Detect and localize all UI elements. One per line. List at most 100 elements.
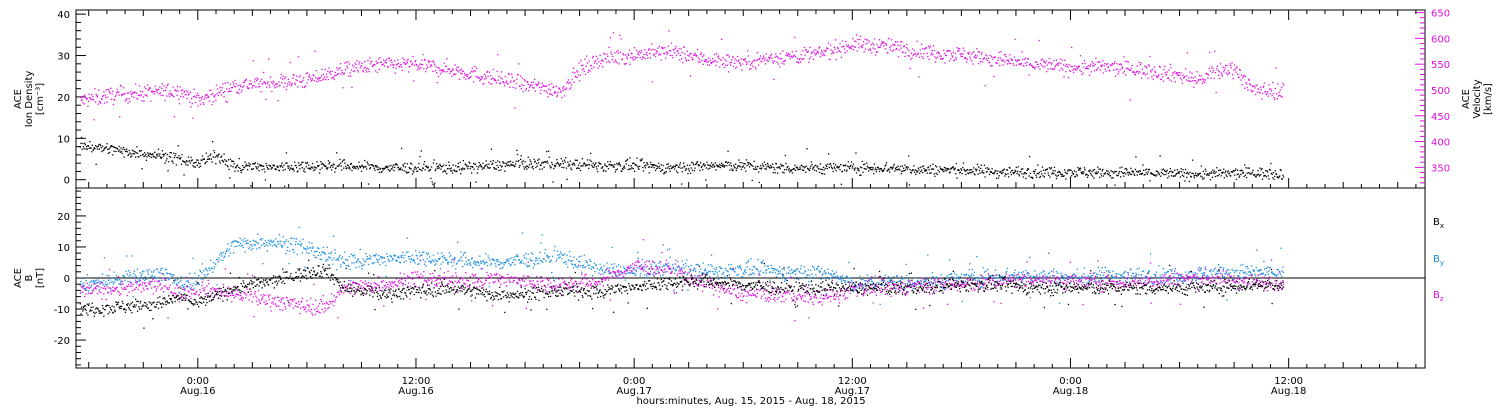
by-series-point: [601, 269, 603, 271]
by-series-point: [309, 247, 311, 249]
by-series-point: [499, 267, 501, 270]
velocity-series-point: [314, 50, 316, 52]
density-series-point: [636, 157, 638, 159]
velocity-series-point: [484, 78, 486, 80]
density-series-point: [845, 164, 847, 166]
density-series-point: [150, 156, 153, 159]
velocity-series-point: [901, 41, 903, 43]
density-series-point: [614, 171, 617, 173]
density-series-point: [644, 167, 646, 169]
velocity-series-point: [895, 48, 897, 51]
density-series-point: [497, 160, 499, 162]
density-series-point: [548, 156, 550, 158]
by-series-point: [185, 276, 187, 278]
density-series-point: [727, 150, 729, 152]
velocity-series-point: [196, 94, 198, 97]
velocity-series-point: [261, 83, 263, 85]
velocity-series-point: [655, 52, 657, 54]
density-series-point: [1005, 173, 1007, 176]
velocity-series-point: [1003, 54, 1005, 56]
density-series-point: [718, 166, 720, 168]
by-series-point: [485, 253, 487, 255]
by-series-point: [399, 262, 401, 264]
by-series-point: [121, 283, 123, 285]
velocity-series-point: [579, 74, 582, 76]
velocity-series-point: [92, 95, 94, 98]
density-series-point: [250, 185, 252, 187]
by-series-point: [490, 264, 492, 266]
velocity-series-point: [245, 79, 247, 81]
by-series-point: [93, 280, 95, 282]
velocity-series-point: [1088, 74, 1091, 76]
velocity-series-point: [1014, 38, 1016, 40]
velocity-series-point: [275, 83, 277, 85]
velocity-series-point: [465, 74, 468, 76]
velocity-series-point: [417, 67, 419, 69]
velocity-series-point: [714, 53, 716, 56]
density-series-point: [578, 167, 580, 169]
density-series-point: [1040, 170, 1042, 172]
velocity-series-point: [927, 56, 929, 58]
velocity-series-point: [1113, 69, 1115, 71]
velocity-series-point: [277, 100, 279, 102]
density-series-point: [386, 165, 388, 167]
density-series-point: [983, 164, 986, 166]
density-series-point: [977, 173, 979, 175]
velocity-series-point: [901, 51, 904, 54]
by-series-point: [265, 244, 267, 246]
density-series-point: [694, 167, 696, 169]
velocity-series-point: [711, 61, 713, 63]
velocity-series-point: [322, 79, 324, 81]
velocity-series-point: [485, 75, 487, 77]
velocity-series-point: [99, 101, 101, 103]
density-series-point: [630, 168, 632, 170]
density-series-point: [817, 165, 819, 167]
velocity-series-point: [716, 61, 718, 63]
velocity-series-point: [507, 83, 509, 85]
velocity-series-point: [850, 48, 853, 50]
velocity-series-point: [1209, 70, 1211, 72]
density-series-point: [669, 170, 671, 172]
density-series-point: [131, 155, 133, 157]
by-series-point: [618, 264, 620, 266]
density-series-point: [240, 171, 242, 174]
density-series-point: [810, 165, 812, 167]
density-series-point: [850, 161, 853, 163]
velocity-series-point: [941, 58, 943, 60]
by-series-point: [589, 259, 591, 261]
by-series-point: [91, 280, 93, 282]
velocity-series-point: [1118, 71, 1120, 73]
velocity-series-point: [180, 90, 183, 92]
velocity-series-point: [743, 59, 745, 61]
density-series-point: [724, 165, 726, 167]
density-series-point: [966, 168, 968, 171]
density-series-point: [581, 158, 583, 160]
velocity-series-point: [348, 63, 351, 65]
velocity-series-point: [784, 60, 786, 62]
velocity-series-point: [187, 94, 190, 96]
velocity-series-point: [771, 57, 773, 59]
by-series-point: [203, 274, 205, 276]
velocity-series-point: [1051, 62, 1053, 64]
velocity-series-point: [1247, 89, 1249, 91]
velocity-series-point: [627, 53, 629, 55]
velocity-series-point: [1151, 68, 1154, 71]
velocity-series-point: [252, 60, 254, 62]
density-series-point: [388, 170, 391, 172]
by-series-point: [346, 259, 349, 261]
velocity-series-point: [974, 57, 976, 59]
velocity-series-point: [786, 55, 788, 57]
velocity-series-point: [897, 44, 899, 46]
by-series-point: [576, 258, 578, 260]
density-series-point: [355, 168, 357, 170]
velocity-series-point: [352, 70, 354, 73]
by-series-point: [351, 262, 353, 264]
density-series-point: [524, 161, 526, 163]
velocity-series-point: [910, 58, 912, 61]
by-series-point: [190, 287, 192, 289]
velocity-series-point: [763, 55, 765, 57]
density-series-point: [819, 171, 821, 173]
velocity-series-point: [273, 85, 275, 87]
density-series-point: [183, 174, 185, 176]
velocity-series-point: [923, 52, 925, 55]
